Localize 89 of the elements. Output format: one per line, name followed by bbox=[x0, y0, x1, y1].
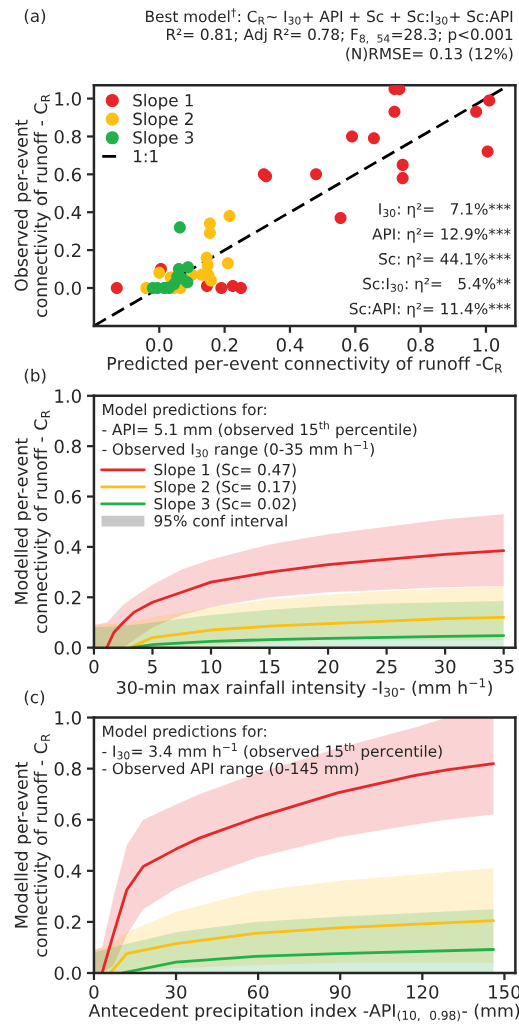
point bbox=[204, 274, 217, 287]
line-series bbox=[108, 919, 495, 973]
x-tick-label: 0.0 bbox=[146, 338, 173, 352]
x-tick-label: 0.4 bbox=[276, 338, 304, 352]
line-series bbox=[105, 549, 506, 648]
y-tick-label: 1.0 bbox=[55, 711, 81, 725]
point bbox=[388, 105, 401, 118]
y-tick-label: 0.0 bbox=[54, 281, 81, 296]
annotation: S̄c:I$_{30}$: η²= 5.4%** bbox=[363, 277, 511, 293]
y-tick-label: 1.0 bbox=[55, 92, 81, 106]
x-tick-label: 120 bbox=[407, 985, 439, 999]
text: Model predictions for: - I$_{30}$= 3.4 mm h$^{−1}$ (observed 15$^{th}$ percentile) - Observed API range (0-145 mm) bbox=[102, 725, 442, 778]
text: (a) bbox=[24, 9, 46, 25]
chart-subtitle: R²= 0.81; Adj R²= 0.78; F$_{8, 54}$=28.3; p<0.001 bbox=[166, 28, 513, 44]
text: (N)RMSE= 0.13 (12%) bbox=[346, 47, 513, 62]
y-tick-label: 0.2 bbox=[54, 915, 81, 930]
x-axis-title: 30-min max rainfall intensity -I$_{30}$- (mm h$^{−1}$) bbox=[117, 678, 492, 698]
y-tick-label: 0.6 bbox=[54, 167, 81, 182]
point bbox=[393, 85, 406, 96]
text: (b) bbox=[24, 368, 46, 384]
text: (c) bbox=[24, 690, 45, 706]
y-axis-title: Observed per-event connectivity of runoff - C$_{R}$ bbox=[14, 94, 51, 317]
x-tick-label: 20 bbox=[317, 659, 339, 674]
point bbox=[481, 145, 494, 158]
point bbox=[203, 227, 216, 240]
y-tick-label: 0.4 bbox=[54, 540, 82, 555]
y-tick-label: 0.8 bbox=[54, 762, 81, 776]
annotation: API: η²= 12.9%*** bbox=[372, 228, 511, 243]
legend-label: Slope 1 bbox=[133, 93, 193, 110]
x-tick-label: 60 bbox=[247, 985, 269, 999]
legend-label: Slope 3 (S̄c= 0.02) bbox=[154, 497, 296, 513]
point bbox=[346, 130, 359, 143]
x-tick-label: 30 bbox=[435, 659, 456, 674]
legend-label: Slope 2 bbox=[133, 112, 193, 129]
legend-label: Slope 3 bbox=[133, 130, 194, 148]
x-axis-title: Antecedent precipitation index -API$_{(10, 0.98)}$- (mm) bbox=[88, 1003, 519, 1022]
point bbox=[470, 105, 483, 118]
point bbox=[223, 210, 236, 223]
point bbox=[234, 281, 247, 295]
x-tick-label: 10 bbox=[201, 659, 222, 674]
legend-label: 1:1 bbox=[134, 150, 158, 163]
x-tick-label: 5 bbox=[148, 660, 157, 674]
annotation: I$_{30}$: η²= 7.1%*** bbox=[379, 203, 511, 218]
annotation: S̄c: η²= 44.1%*** bbox=[379, 253, 511, 268]
x-tick-label: 30 bbox=[165, 985, 187, 999]
point bbox=[110, 281, 123, 295]
point bbox=[310, 168, 323, 181]
y-tick-label: 0.0 bbox=[54, 966, 81, 981]
y-tick-label: 0.4 bbox=[54, 864, 82, 878]
text: Model predictions for: - API= 5.1 mm (observed 15$^{th}$ percentile) - Observed I$_{30}$ range (0-35 mm h$^{−1}$) bbox=[102, 403, 417, 458]
point bbox=[173, 221, 186, 234]
x-tick-label: 0.6 bbox=[342, 338, 369, 352]
x-tick-label: 90 bbox=[329, 985, 351, 999]
y-axis-title: Modelled per-event connectivity of runoff - C$_{R}$ bbox=[14, 733, 51, 957]
y-tick-label: 0.2 bbox=[54, 243, 81, 258]
y-tick-label: 0.2 bbox=[54, 590, 81, 605]
x-tick-label: 0 bbox=[89, 985, 99, 999]
y-tick-label: 0.4 bbox=[54, 205, 82, 220]
point bbox=[181, 276, 194, 289]
x-tick-label: 1.0 bbox=[473, 338, 500, 352]
point bbox=[215, 281, 228, 295]
chart-title: Best model$^{†}$: C$_{R}$~ I$_{30}$+ API + S̄c + S̄c:I$_{30}$+ S̄c:API bbox=[146, 8, 513, 25]
x-tick-label: 0 bbox=[89, 659, 99, 674]
x-tick-label: 35 bbox=[493, 659, 514, 674]
point bbox=[182, 261, 195, 274]
x-axis-title: Predicted per-event connectivity of runoff -C$_{R}$ bbox=[107, 356, 503, 374]
annotation: S̄c:API: η²= 11.4%*** bbox=[349, 302, 511, 318]
point bbox=[396, 158, 409, 171]
y-tick-label: 0.8 bbox=[54, 439, 81, 454]
line-series bbox=[100, 762, 495, 973]
y-tick-label: 0.8 bbox=[54, 129, 81, 144]
y-tick-label: 0.6 bbox=[54, 813, 81, 827]
x-tick-label: 0.8 bbox=[407, 338, 434, 352]
point bbox=[483, 94, 496, 107]
point bbox=[396, 172, 409, 185]
y-axis-title: Modelled per-event connectivity of runoff - C$_{R}$ bbox=[14, 410, 51, 634]
legend-label: Slope 1 (S̄c= 0.47) bbox=[154, 463, 296, 479]
point bbox=[334, 211, 347, 224]
y-tick-label: 0.6 bbox=[54, 489, 81, 504]
legend-label: Slope 2 (S̄c= 0.17) bbox=[154, 480, 296, 496]
y-tick-label: 1.0 bbox=[55, 389, 81, 403]
point bbox=[221, 257, 234, 270]
x-tick-label: 0.2 bbox=[211, 338, 238, 352]
x-tick-label: 25 bbox=[376, 659, 397, 674]
x-tick-label: 15 bbox=[260, 660, 280, 674]
line-series bbox=[120, 948, 495, 973]
y-tick-label: 0.0 bbox=[54, 641, 81, 655]
annotation: 95% conf interval bbox=[154, 514, 287, 527]
point bbox=[367, 132, 380, 145]
